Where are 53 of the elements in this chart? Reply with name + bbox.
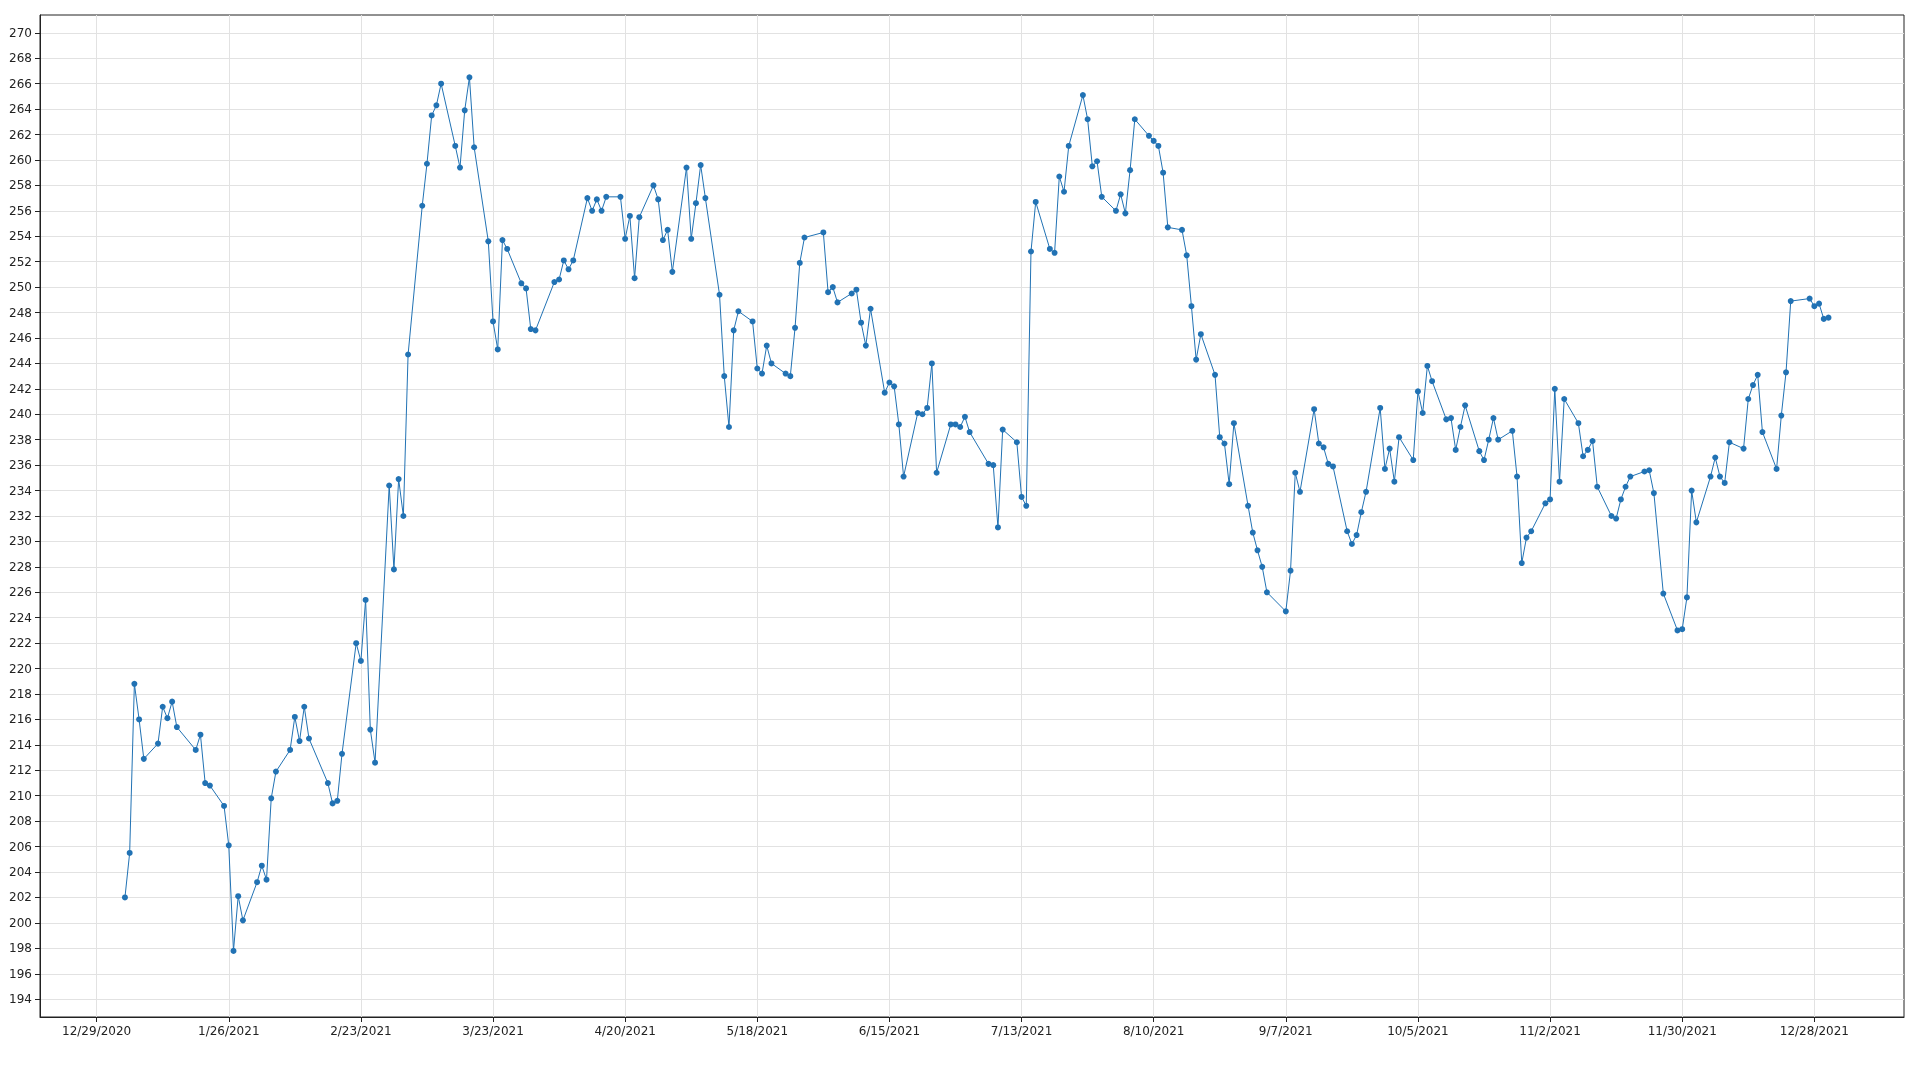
y-tick-label: 256 bbox=[9, 203, 32, 218]
y-tick-label: 236 bbox=[9, 458, 32, 473]
y-tick-label: 262 bbox=[9, 127, 32, 142]
y-tick-label: 242 bbox=[9, 381, 32, 396]
y-tick-label: 258 bbox=[9, 178, 32, 193]
y-tick-label: 260 bbox=[9, 152, 32, 167]
x-tick-label: 6/15/2021 bbox=[858, 1024, 921, 1038]
x-tick-label: 9/7/2021 bbox=[1258, 1024, 1313, 1038]
y-tick-label: 208 bbox=[9, 814, 32, 829]
x-tick-label: 12/28/2021 bbox=[1779, 1024, 1849, 1038]
y-tick-label: 252 bbox=[9, 254, 32, 269]
y-tick-label: 238 bbox=[9, 432, 32, 447]
y-tick-label: 194 bbox=[9, 992, 32, 1007]
y-tick-label: 254 bbox=[9, 229, 32, 244]
y-tick-label: 198 bbox=[9, 941, 32, 956]
y-tick-label: 266 bbox=[9, 76, 32, 91]
y-tick-label: 248 bbox=[9, 305, 32, 320]
y-tick-label: 212 bbox=[9, 763, 32, 778]
y-tick-label: 216 bbox=[9, 712, 32, 727]
x-tick-label: 11/30/2021 bbox=[1647, 1024, 1717, 1038]
y-tick-label: 222 bbox=[9, 636, 32, 651]
y-tick-label: 202 bbox=[9, 890, 32, 905]
y-tick-label: 210 bbox=[9, 788, 32, 803]
y-tick-label: 200 bbox=[9, 915, 32, 930]
y-tick-label: 230 bbox=[9, 534, 32, 549]
y-tick-label: 196 bbox=[9, 966, 32, 981]
y-tick-label: 228 bbox=[9, 559, 32, 574]
y-tick-label: 234 bbox=[9, 483, 32, 498]
y-tick-label: 232 bbox=[9, 509, 32, 523]
x-tick-label: 1/26/2021 bbox=[197, 1024, 260, 1038]
y-tick-label: 264 bbox=[9, 102, 32, 117]
y-tick-label: 206 bbox=[9, 839, 32, 854]
x-tick-label: 11/2/2021 bbox=[1519, 1024, 1581, 1038]
y-tick-label: 204 bbox=[9, 865, 32, 880]
y-tick-label: 268 bbox=[9, 51, 32, 66]
y-tick-label: 250 bbox=[9, 280, 32, 295]
x-tick-label: 5/18/2021 bbox=[726, 1024, 789, 1038]
x-tick-label: 8/10/2021 bbox=[1122, 1024, 1185, 1038]
y-tick-label: 218 bbox=[9, 687, 32, 702]
y-tick-label: 220 bbox=[9, 661, 32, 676]
x-tick-label: 2/23/2021 bbox=[330, 1024, 392, 1038]
x-tick-label: 7/13/2021 bbox=[990, 1024, 1053, 1038]
y-tick-label: 226 bbox=[9, 585, 32, 600]
y-tick-label: 214 bbox=[9, 737, 32, 752]
y-tick-label: 224 bbox=[9, 610, 32, 625]
x-tick-label: 4/20/2021 bbox=[594, 1024, 656, 1038]
y-tick-label: 246 bbox=[9, 330, 32, 345]
y-tick-label: 240 bbox=[9, 407, 32, 422]
x-tick-label: 3/23/2021 bbox=[462, 1024, 524, 1038]
y-tick-label: 244 bbox=[9, 356, 32, 371]
x-tick-label: 12/29/2020 bbox=[62, 1024, 132, 1038]
y-tick-label: 270 bbox=[9, 25, 32, 40]
x-tick-label: 10/5/2021 bbox=[1387, 1024, 1449, 1038]
